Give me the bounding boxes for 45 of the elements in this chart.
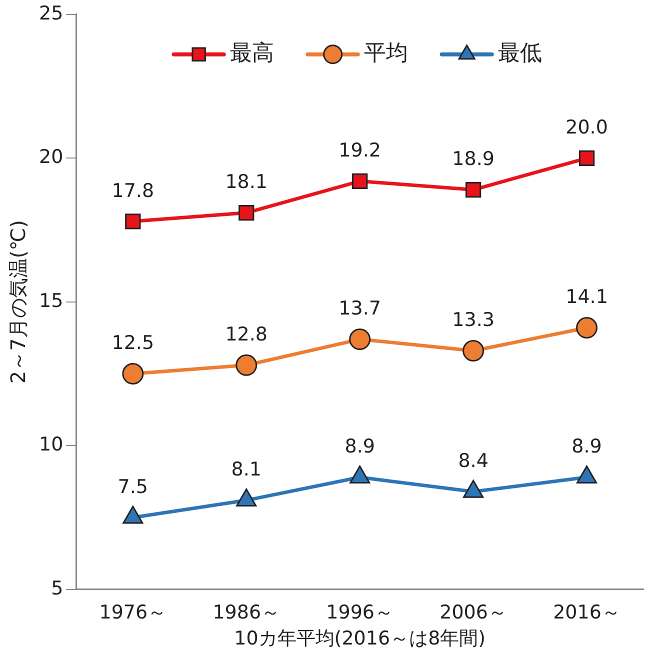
x-tick-label: 2006～ (440, 602, 507, 624)
data-label: 8.1 (231, 458, 262, 481)
data-label: 14.1 (566, 286, 608, 308)
data-label: 12.5 (112, 332, 154, 354)
point (238, 204, 254, 221)
data-label: 13.7 (338, 298, 381, 320)
x-axis-title: 10カ年平均(2016～は8年間) (234, 628, 486, 650)
point (122, 506, 144, 524)
point (125, 214, 141, 230)
data-label: 20.0 (566, 116, 608, 139)
y-tick-label: 25 (38, 2, 64, 24)
x-tick-label: 1986～ (212, 602, 280, 624)
point (465, 182, 482, 198)
point (122, 363, 144, 385)
y-axis-title: 2～7月の気温(℃) (6, 220, 30, 384)
data-label: 17.8 (112, 180, 154, 202)
point (578, 150, 595, 166)
point (352, 173, 368, 189)
data-label: 8.4 (458, 450, 488, 472)
data-label: 19.2 (338, 140, 381, 162)
data-label: 12.8 (225, 324, 268, 346)
point (462, 340, 484, 362)
data-label: 18.9 (452, 148, 494, 170)
point (463, 480, 484, 498)
point (576, 466, 598, 484)
legend-label: 最高 (230, 41, 274, 66)
point (349, 328, 371, 350)
data-label: 18.1 (225, 171, 268, 194)
data-label: 8.9 (344, 436, 375, 458)
legend-label: 平均 (364, 41, 408, 66)
x-tick-label: 2016～ (553, 602, 620, 624)
point (576, 317, 598, 339)
x-tick-label: 1996～ (326, 602, 394, 624)
y-tick-label: 5 (51, 577, 64, 600)
y-tick-label: 10 (38, 434, 64, 456)
data-label: 7.5 (118, 476, 148, 498)
y-tick-label: 20 (38, 146, 64, 168)
point (350, 466, 370, 484)
point (236, 488, 257, 507)
legend-label: 最低 (498, 41, 542, 66)
point (236, 354, 258, 376)
data-label: 8.9 (572, 436, 602, 458)
data-label: 13.3 (452, 309, 494, 332)
x-tick-label: 1976～ (99, 602, 167, 624)
y-tick-label: 15 (38, 290, 64, 312)
